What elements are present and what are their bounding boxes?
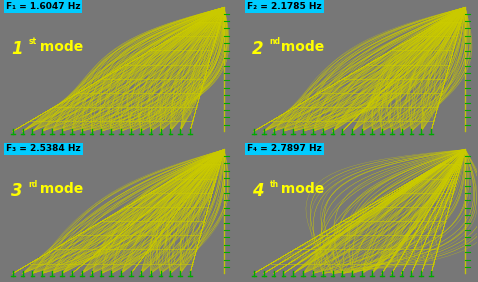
Text: mode: mode: [276, 182, 325, 196]
Text: mode: mode: [35, 39, 84, 54]
Text: F₁ = 1.6047 Hz: F₁ = 1.6047 Hz: [6, 2, 81, 11]
Text: rd: rd: [28, 180, 38, 189]
Text: F₄ = 2.7897 Hz: F₄ = 2.7897 Hz: [247, 144, 322, 153]
Text: th: th: [270, 180, 279, 189]
Text: 3: 3: [11, 182, 22, 200]
Text: mode: mode: [276, 39, 325, 54]
Text: mode: mode: [35, 182, 84, 196]
Text: nd: nd: [270, 38, 281, 47]
Text: F₂ = 2.1785 Hz: F₂ = 2.1785 Hz: [247, 2, 322, 11]
Text: F₃ = 2.5384 Hz: F₃ = 2.5384 Hz: [6, 144, 81, 153]
Text: 2: 2: [252, 39, 263, 58]
Text: 4: 4: [252, 182, 263, 200]
Text: st: st: [28, 38, 36, 47]
Text: 1: 1: [11, 39, 22, 58]
